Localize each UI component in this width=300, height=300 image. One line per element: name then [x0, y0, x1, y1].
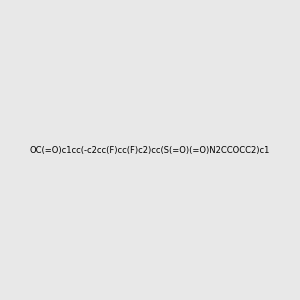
Text: OC(=O)c1cc(-c2cc(F)cc(F)c2)cc(S(=O)(=O)N2CCOCC2)c1: OC(=O)c1cc(-c2cc(F)cc(F)c2)cc(S(=O)(=O)N… — [30, 146, 270, 154]
